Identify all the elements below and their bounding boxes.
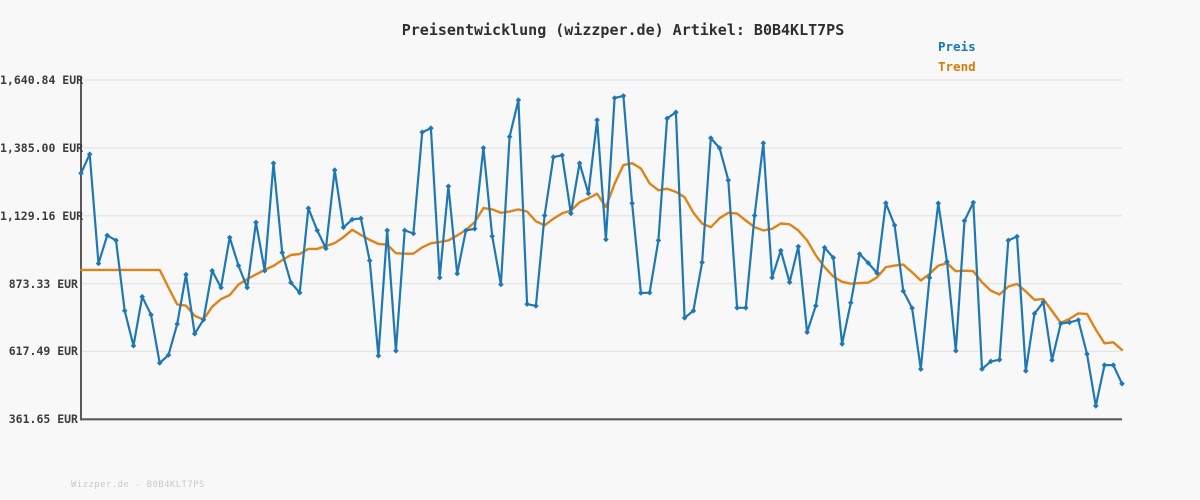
legend-item-trend: Trend: [938, 59, 976, 74]
y-axis-tick-label: 1,385.00 EUR: [0, 140, 84, 155]
y-axis-tick-label: 1,129.16 EUR: [0, 208, 84, 223]
preis-line: [79, 94, 1124, 407]
y-axis-tick-label: 873.33 EUR: [8, 276, 78, 291]
y-axis-tick-label: 617.49 EUR: [8, 344, 78, 359]
preis-markers: [78, 93, 1125, 409]
y-axis-tick-label: 361.65 EUR: [8, 412, 78, 427]
y-axis-tick-label: 1,640.84 EUR: [0, 73, 84, 87]
trend-line: [79, 161, 1124, 352]
chart-title: Preisentwicklung (wizzper.de) Artikel: B…: [401, 21, 845, 39]
legend-item-preis: Preis: [938, 39, 976, 54]
watermark-text: Wizzper.de - B0B4KLT7PS: [71, 480, 205, 490]
